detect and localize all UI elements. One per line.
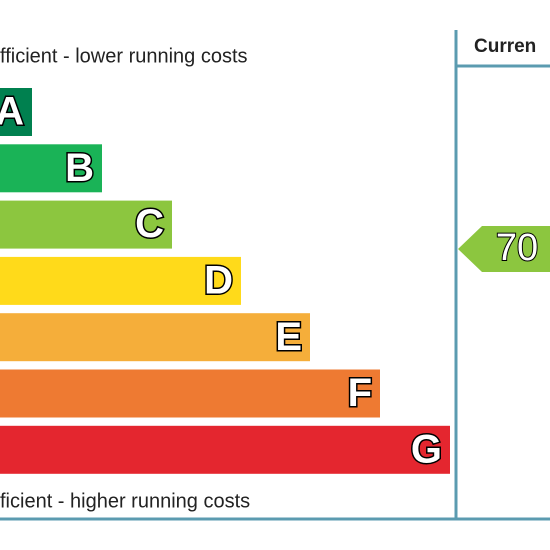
- top-caption: fficient - lower running costs: [0, 45, 248, 67]
- band-letter: D: [204, 258, 233, 302]
- band-letter: A: [0, 90, 24, 134]
- band-bar: [0, 369, 380, 418]
- band-letter: G: [411, 427, 442, 471]
- band-letter: B: [65, 146, 94, 190]
- band-letter: C: [135, 202, 164, 246]
- band-bar: [0, 144, 102, 193]
- current-rating: 70: [496, 227, 538, 269]
- band-bar: [0, 256, 241, 305]
- column-title: Curren: [474, 36, 536, 57]
- band-letter: F: [348, 371, 372, 415]
- band-bar: [0, 425, 450, 474]
- band-bar: [0, 88, 32, 136]
- band-bar: [0, 313, 310, 362]
- current-arrow: [458, 226, 550, 272]
- band-bar: [0, 200, 172, 249]
- bottom-caption: ficient - higher running costs: [0, 490, 250, 512]
- band-letter: E: [275, 315, 302, 359]
